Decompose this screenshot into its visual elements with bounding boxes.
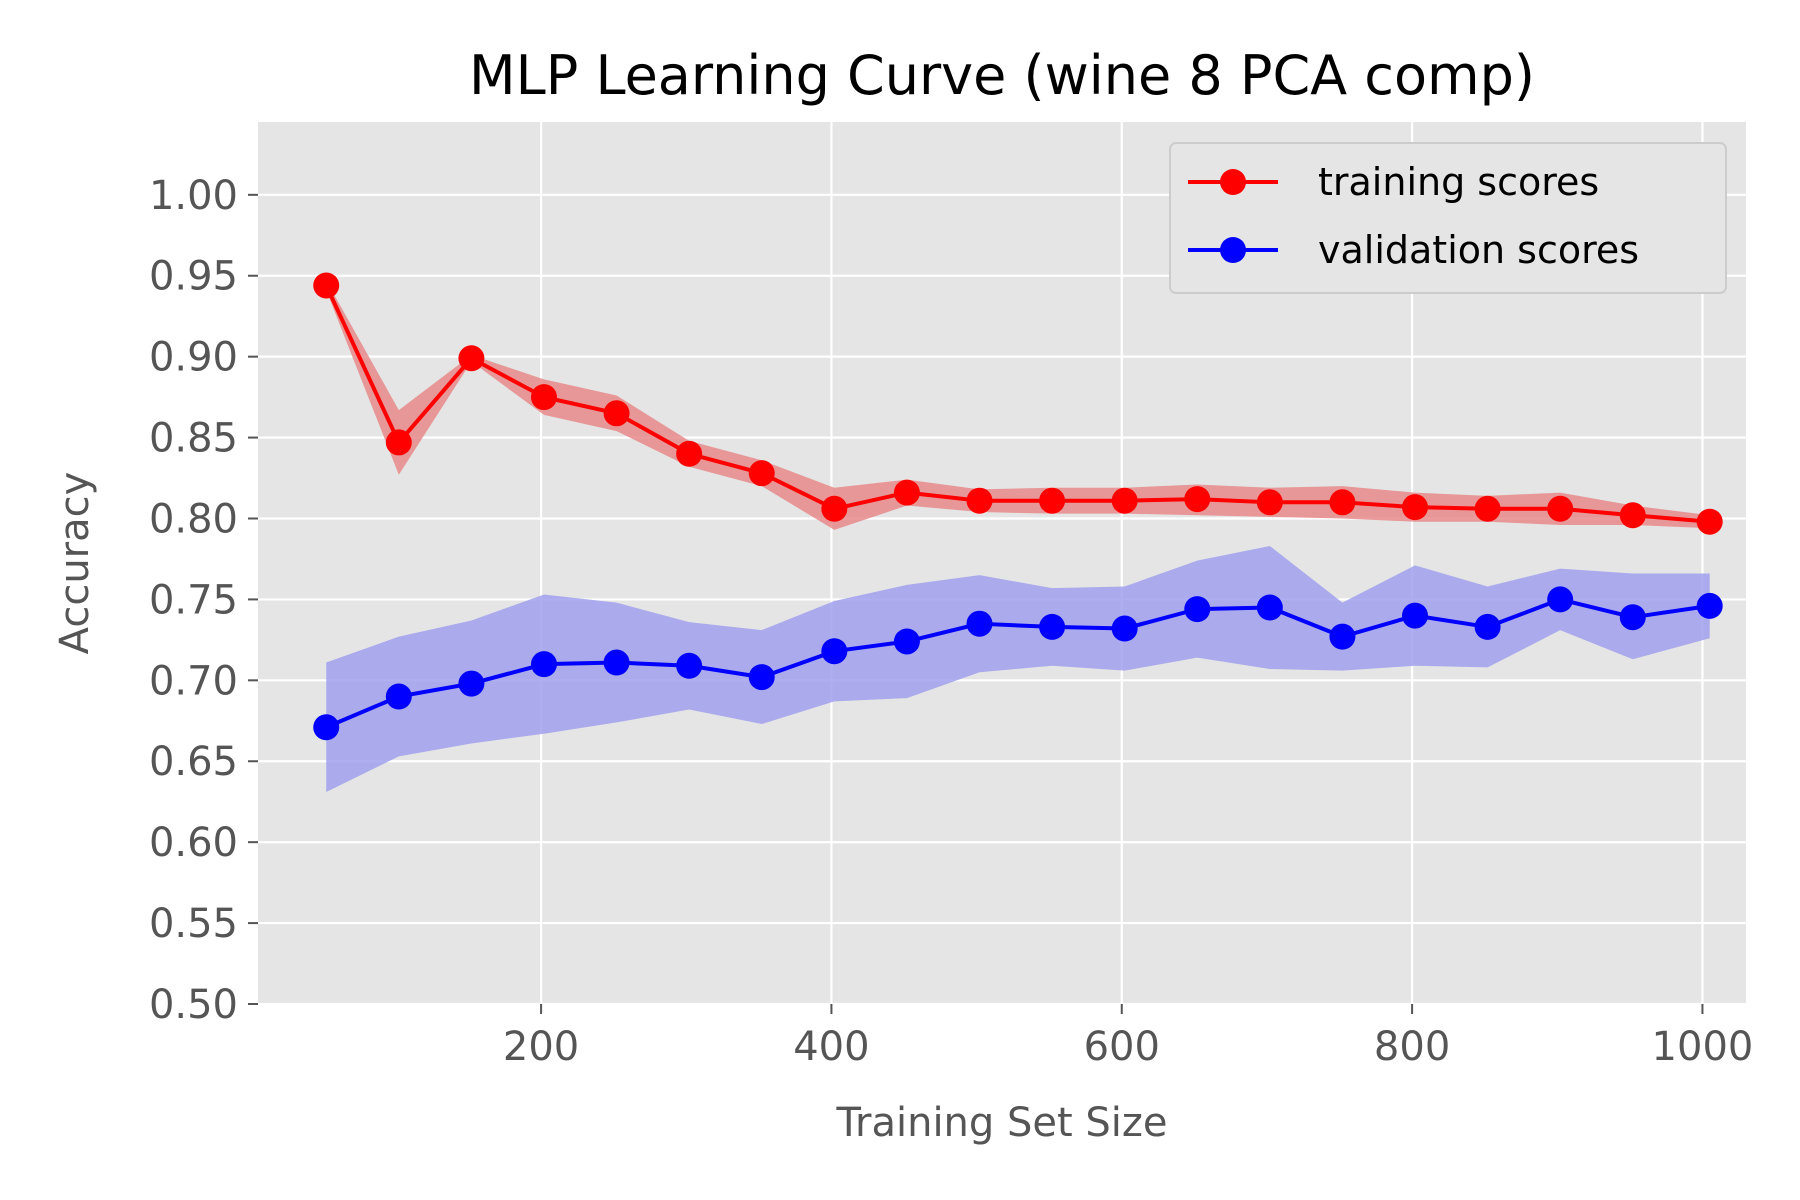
y-axis-ticks: 0.50 0.55 0.60 0.65 0.70 0.75 0.80 0.85 0.90 0.95… [149, 173, 258, 1028]
point-validation [893, 628, 920, 655]
y-tick-label: 0.80 [149, 496, 238, 542]
point-validation [458, 670, 485, 697]
point-validation [385, 683, 412, 710]
y-tick-label: 0.70 [149, 658, 238, 704]
point-validation [530, 651, 557, 678]
point-training [1039, 487, 1066, 514]
point-validation [1329, 623, 1356, 650]
point-validation [1696, 592, 1723, 619]
chart-title: MLP Learning Curve (wine 8 PCA comp) [469, 44, 1535, 107]
point-validation [1039, 613, 1066, 640]
legend-label-training: training scores [1318, 160, 1599, 204]
point-training [385, 429, 412, 456]
x-tick-label: 200 [503, 1024, 579, 1070]
point-validation [1256, 594, 1283, 621]
x-tick-label: 600 [1084, 1024, 1160, 1070]
point-validation [676, 652, 703, 679]
point-training [1547, 495, 1574, 522]
point-training [1696, 508, 1723, 535]
point-training [676, 440, 703, 467]
y-tick-label: 0.65 [149, 739, 238, 785]
point-validation [748, 664, 775, 691]
point-validation [1474, 613, 1501, 640]
y-tick-label: 0.85 [149, 416, 238, 462]
point-validation [1184, 596, 1211, 623]
point-validation [966, 610, 993, 637]
point-validation [1111, 615, 1138, 642]
y-tick-label: 0.75 [149, 577, 238, 623]
point-training [748, 460, 775, 487]
x-axis-label: Training Set Size [835, 1100, 1167, 1146]
point-validation [313, 714, 340, 741]
legend-box [1169, 142, 1727, 294]
point-training [1329, 489, 1356, 516]
series-markers [313, 272, 1723, 741]
band-validation [326, 546, 1710, 792]
y-tick-label: 1.00 [149, 173, 238, 219]
point-validation [1619, 604, 1646, 631]
y-tick-label: 0.95 [149, 254, 238, 300]
point-training [1256, 489, 1283, 516]
legend-label-validation: validation scores [1318, 228, 1639, 272]
y-tick-label: 0.60 [149, 820, 238, 866]
point-training [1402, 494, 1429, 521]
x-tick-label: 1000 [1652, 1024, 1754, 1070]
point-training [458, 345, 485, 372]
x-axis-ticks: 200 400 600 800 1000 [503, 1004, 1753, 1070]
legend-marker-training [1220, 169, 1246, 195]
y-tick-label: 0.50 [149, 982, 238, 1028]
legend: training scores validation scores [1169, 142, 1727, 294]
point-validation [1547, 586, 1574, 613]
point-validation [1402, 602, 1429, 629]
y-tick-label: 0.55 [149, 901, 238, 947]
point-training [966, 487, 993, 514]
y-tick-label: 0.90 [149, 335, 238, 381]
y-axis-label: Accuracy [52, 472, 98, 655]
x-tick-label: 800 [1374, 1024, 1450, 1070]
point-validation [603, 649, 630, 676]
point-training [530, 384, 557, 411]
point-training [1184, 486, 1211, 513]
x-tick-label: 400 [793, 1024, 869, 1070]
point-training [893, 479, 920, 506]
point-training [313, 272, 340, 299]
point-training [1111, 487, 1138, 514]
point-validation [821, 638, 848, 665]
point-training [1619, 502, 1646, 529]
point-training [603, 400, 630, 427]
legend-marker-validation [1220, 237, 1246, 263]
point-training [821, 495, 848, 522]
point-training [1474, 495, 1501, 522]
